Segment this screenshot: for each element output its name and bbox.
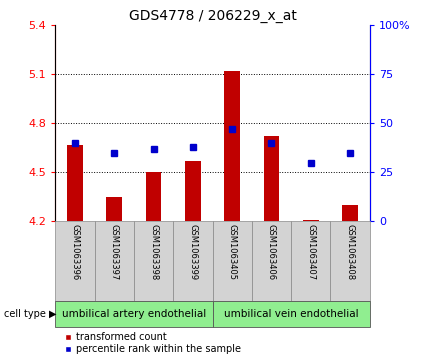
Bar <box>252 221 291 301</box>
Bar <box>342 205 358 221</box>
Bar <box>173 221 212 301</box>
Text: umbilical artery endothelial: umbilical artery endothelial <box>62 309 206 319</box>
Bar <box>146 172 162 221</box>
Bar <box>67 145 83 221</box>
Text: GSM1063407: GSM1063407 <box>306 224 315 280</box>
Bar <box>55 301 212 327</box>
Bar <box>94 221 134 301</box>
Text: GSM1063396: GSM1063396 <box>71 224 79 280</box>
Bar <box>291 221 331 301</box>
Bar <box>212 221 252 301</box>
Text: GSM1063398: GSM1063398 <box>149 224 158 280</box>
Bar <box>185 161 201 221</box>
Text: GSM1063408: GSM1063408 <box>346 224 354 280</box>
Text: cell type ▶: cell type ▶ <box>4 309 57 319</box>
Bar <box>303 220 319 221</box>
Title: GDS4778 / 206229_x_at: GDS4778 / 206229_x_at <box>128 9 296 23</box>
Text: GSM1063406: GSM1063406 <box>267 224 276 280</box>
Bar <box>106 197 122 221</box>
Text: umbilical vein endothelial: umbilical vein endothelial <box>224 309 358 319</box>
Text: GSM1063405: GSM1063405 <box>228 224 237 280</box>
Bar <box>55 221 94 301</box>
Bar <box>331 221 370 301</box>
Bar <box>212 301 370 327</box>
Bar <box>224 71 240 221</box>
Text: GSM1063397: GSM1063397 <box>110 224 119 280</box>
Text: GSM1063399: GSM1063399 <box>188 224 197 280</box>
Bar <box>264 136 279 221</box>
Bar <box>134 221 173 301</box>
Legend: transformed count, percentile rank within the sample: transformed count, percentile rank withi… <box>60 329 244 358</box>
